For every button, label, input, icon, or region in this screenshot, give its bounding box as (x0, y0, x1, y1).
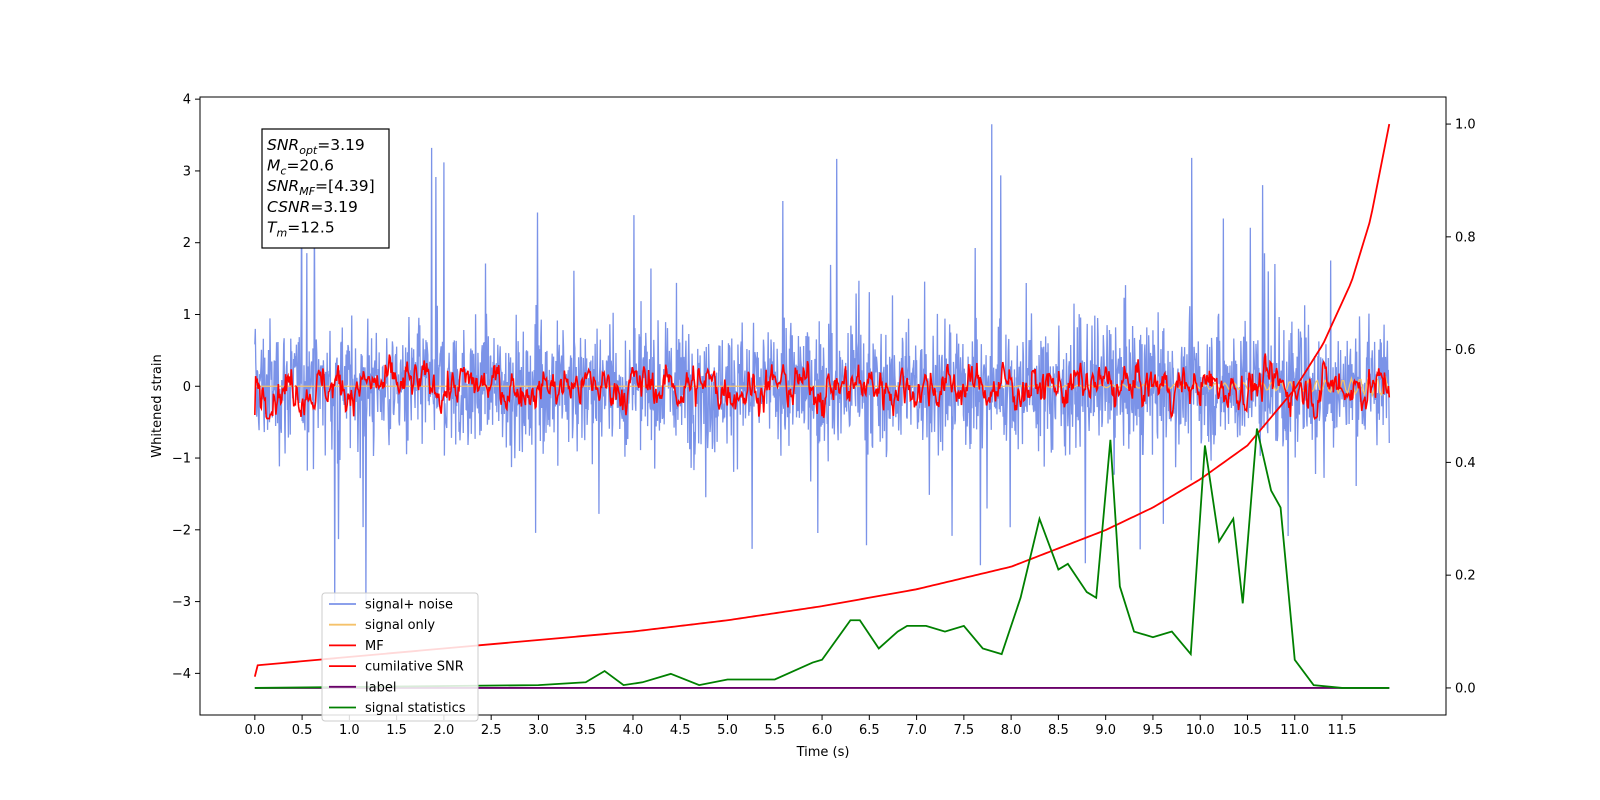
x-tick-label: 11.0 (1280, 723, 1309, 738)
y2-tick-label: 0.2 (1455, 569, 1476, 584)
series-signal-statistics-line (254, 428, 1390, 689)
legend-label: signal statistics (365, 701, 466, 716)
series-mf-line (254, 353, 1391, 421)
x-axis-label: Time (s) (796, 745, 850, 760)
x-tick-label: 7.0 (906, 723, 927, 738)
series-signal-noise-line (254, 124, 1390, 602)
x-tick-label: 6.0 (812, 723, 833, 738)
x-tick-label: 2.5 (481, 723, 502, 738)
y-axis-label: Whitened strain (150, 354, 165, 457)
annotation-line: Mc=20.6 (267, 157, 334, 178)
y-axis-left: 4 3 2 1 0 −1 −2 −3 −4 (172, 93, 200, 682)
y2-tick-label: 0.8 (1455, 230, 1476, 245)
legend-label: signal only (365, 618, 435, 633)
annotation-line: CSNR=3.19 (267, 198, 358, 216)
legend-label: signal+ noise (365, 598, 453, 613)
series-signal-only-line (254, 376, 1390, 398)
y-tick-label: −2 (172, 523, 191, 538)
legend-label: label (365, 680, 396, 695)
y-tick-label: 1 (183, 308, 191, 323)
y-axis-right: 1.0 0.8 0.6 0.4 0.2 0.0 (1446, 118, 1476, 696)
x-tick-label: 0.5 (292, 723, 313, 738)
x-axis: 0.0 0.5 1.0 1.5 2.0 2.5 3.0 3.5 4.0 4.5 5.0 5.5 6.0 6… (244, 715, 1356, 738)
legend-label: cumilative SNR (365, 660, 464, 675)
plot-frame (199, 96, 1447, 716)
x-tick-label: 10.5 (1233, 723, 1262, 738)
x-tick-label: 3.5 (575, 723, 596, 738)
x-tick-label: 9.5 (1143, 723, 1164, 738)
y-tick-label: 2 (183, 236, 191, 251)
x-tick-label: 8.0 (1001, 723, 1022, 738)
y-tick-label: 0 (183, 380, 191, 395)
x-tick-label: 10.0 (1186, 723, 1215, 738)
annotation-line: Tm=12.5 (267, 218, 335, 239)
x-tick-label: 7.5 (954, 723, 975, 738)
annotation-line: SNRopt=3.19 (267, 136, 365, 157)
x-tick-label: 3.0 (528, 723, 549, 738)
y2-tick-label: 1.0 (1455, 118, 1476, 133)
legend: signal+ noise signal only MF cumilative SNR… (321, 592, 479, 722)
x-tick-label: 5.0 (717, 723, 738, 738)
x-tick-label: 4.0 (623, 723, 644, 738)
y-tick-label: 4 (183, 93, 191, 108)
y2-tick-label: 0.0 (1455, 681, 1476, 696)
x-tick-label: 4.5 (670, 723, 691, 738)
x-tick-label: 9.0 (1095, 723, 1116, 738)
x-tick-label: 1.5 (386, 723, 407, 738)
legend-frame (321, 592, 479, 722)
y-tick-label: −3 (172, 595, 191, 610)
x-tick-label: 11.5 (1328, 723, 1357, 738)
y-tick-label: −1 (172, 452, 191, 467)
x-tick-label: 8.5 (1048, 723, 1069, 738)
annotation-line: SNRMF=[4.39] (267, 177, 375, 198)
x-tick-label: 0.0 (244, 723, 265, 738)
x-tick-label: 2.0 (434, 723, 455, 738)
x-tick-label: 6.5 (859, 723, 880, 738)
y-tick-label: −4 (172, 667, 191, 682)
annotation-frame (261, 128, 390, 249)
legend-label: MF (365, 639, 384, 654)
x-tick-label: 1.0 (339, 723, 360, 738)
y2-tick-label: 0.4 (1455, 456, 1476, 471)
y-tick-label: 3 (183, 164, 191, 179)
x-tick-label: 5.5 (764, 723, 785, 738)
y2-tick-label: 0.6 (1455, 343, 1476, 358)
